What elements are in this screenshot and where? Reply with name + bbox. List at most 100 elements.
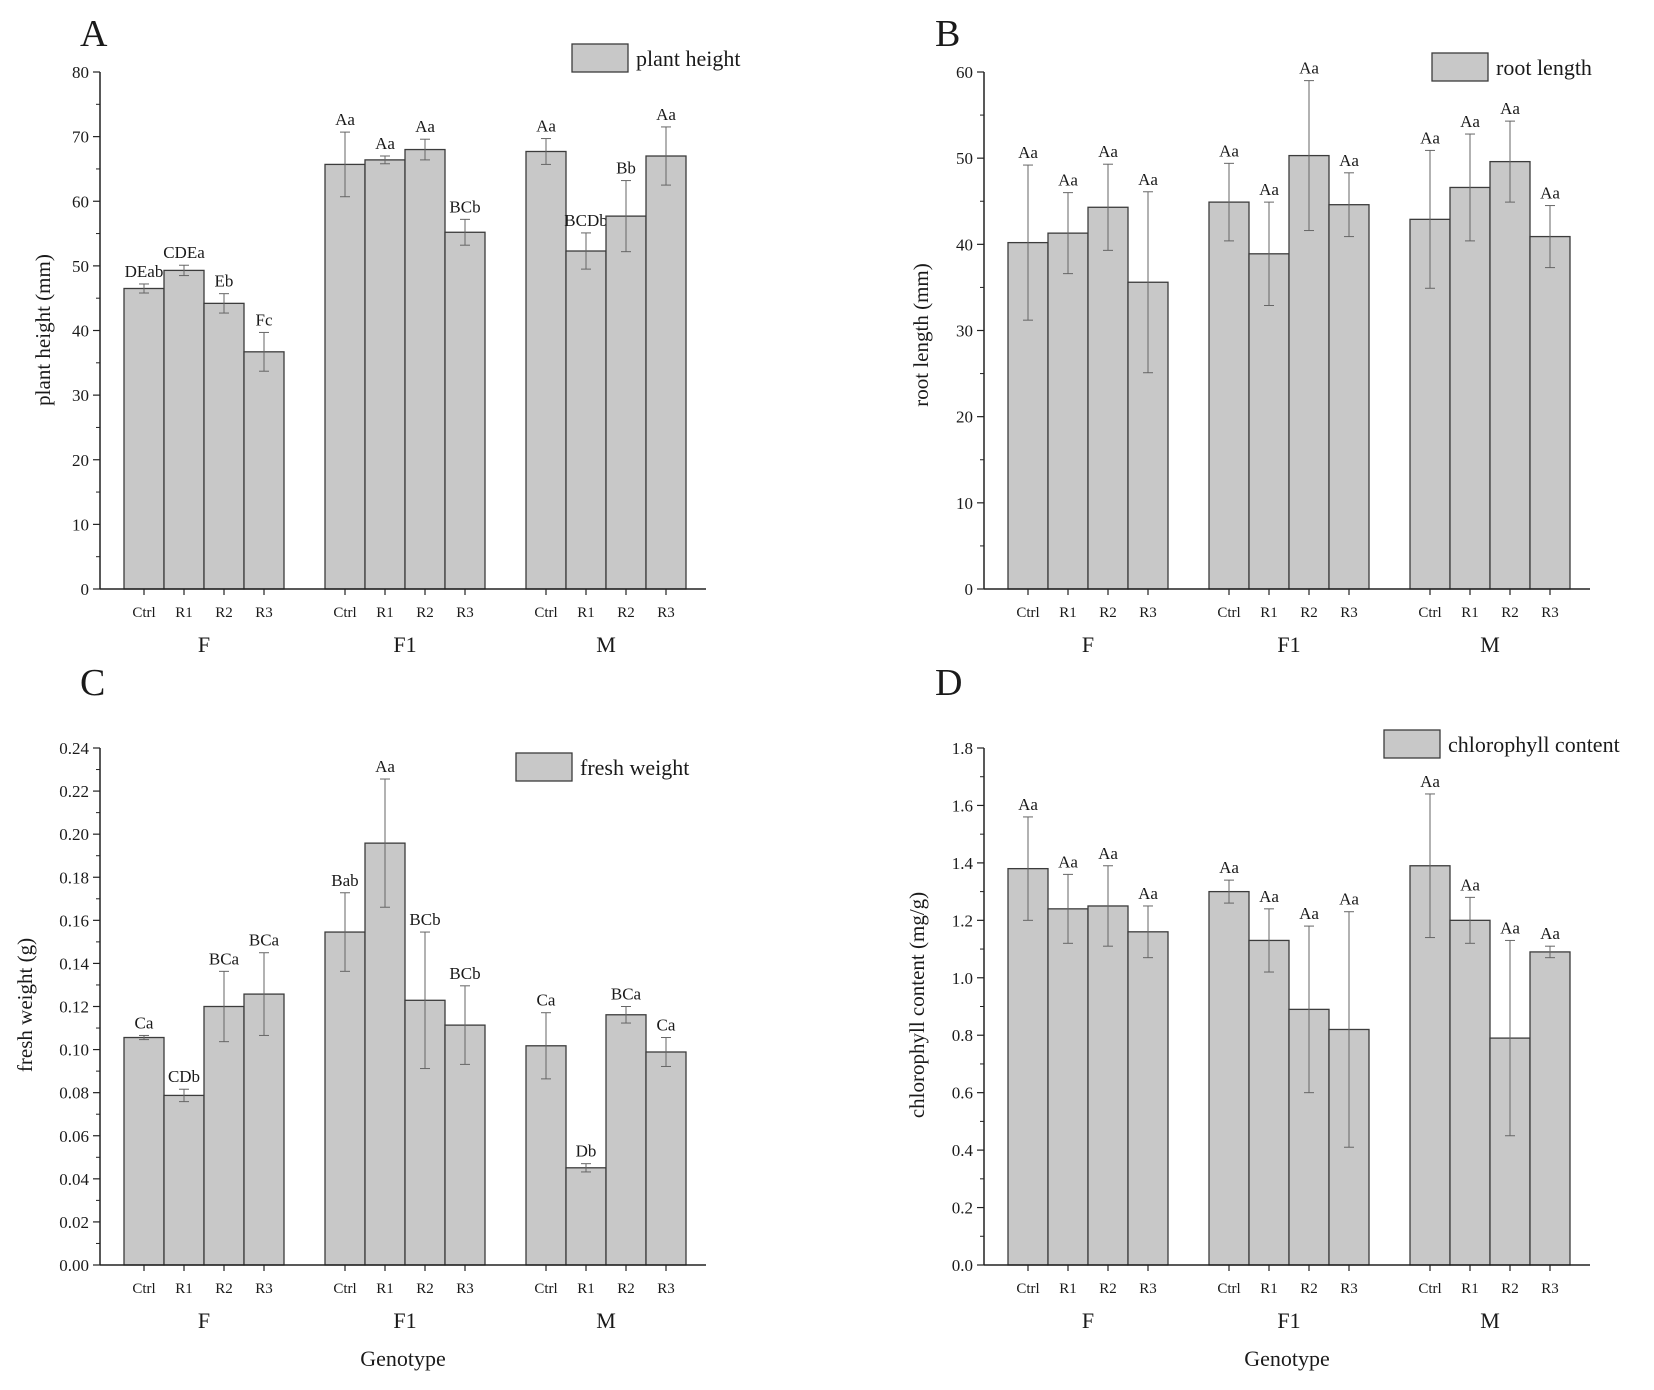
y-tick-label: 0.2	[952, 1199, 973, 1218]
panel-c: C Ca Ctrl CDb R1 BCa R2 BCa R3 F Bab Ctrl Aa R1 BCb R2 B…	[13, 662, 706, 1371]
x-axis-label: Genotype	[360, 1346, 446, 1371]
category-label: R2	[1501, 1281, 1519, 1297]
category-label: Ctrl	[1217, 605, 1240, 621]
y-tick-label: 10	[956, 494, 973, 513]
bar	[645, 155, 687, 590]
category-label: R2	[1099, 605, 1117, 621]
bar	[163, 1094, 205, 1266]
significance-label: BCa	[249, 931, 280, 950]
significance-label: Aa	[1339, 151, 1359, 170]
significance-label: BCa	[209, 949, 240, 968]
significance-label: Aa	[1460, 875, 1480, 894]
category-label: R1	[1461, 1281, 1479, 1297]
y-tick-label: 0.0	[952, 1256, 973, 1275]
category-label: R2	[1300, 1281, 1318, 1297]
category-label: R2	[1099, 1281, 1117, 1297]
significance-label: Aa	[656, 105, 676, 124]
bar	[243, 993, 285, 1266]
significance-label: Db	[576, 1142, 597, 1161]
bar	[1208, 890, 1250, 1266]
significance-label: CDb	[168, 1067, 200, 1086]
significance-label: Aa	[1058, 171, 1078, 190]
significance-label: Aa	[1500, 918, 1520, 937]
y-tick-label: 0.14	[59, 954, 89, 973]
category-label: Ctrl	[1217, 1281, 1240, 1297]
y-tick-label: 0.4	[952, 1141, 974, 1160]
y-tick-label: 1.2	[952, 911, 973, 930]
bar	[243, 351, 285, 590]
panel-letter: B	[935, 13, 960, 55]
y-tick-label: 1.6	[952, 796, 973, 815]
category-label: R3	[456, 1281, 474, 1297]
y-tick-label: 0.22	[59, 782, 89, 801]
significance-label: Aa	[1339, 890, 1359, 909]
bar	[1529, 951, 1571, 1266]
significance-label: BCa	[611, 985, 642, 1004]
y-tick-label: 20	[72, 451, 89, 470]
category-label: R2	[1501, 605, 1519, 621]
category-label: Ctrl	[132, 605, 155, 621]
bar	[1489, 160, 1531, 590]
legend-swatch	[571, 43, 629, 73]
bar	[203, 302, 245, 590]
significance-label: Aa	[1219, 141, 1239, 160]
category-label: R2	[416, 1281, 434, 1297]
y-axis-label: root length (mm)	[909, 263, 933, 406]
legend-label: chlorophyll content	[1448, 732, 1620, 757]
significance-label: BCb	[449, 964, 480, 983]
y-tick-label: 10	[72, 515, 89, 534]
category-label: R3	[1139, 1281, 1157, 1297]
significance-label: Aa	[415, 117, 435, 136]
y-tick-label: 0.04	[59, 1170, 89, 1189]
bar	[123, 1036, 165, 1266]
bar	[1087, 206, 1129, 590]
category-label: R3	[1541, 605, 1559, 621]
category-label: Ctrl	[1016, 605, 1039, 621]
y-tick-label: 20	[956, 408, 973, 427]
y-tick-label: 30	[72, 386, 89, 405]
category-label: R1	[1059, 1281, 1077, 1297]
bar	[605, 215, 647, 590]
category-label: R3	[255, 1281, 273, 1297]
significance-label: Eb	[215, 272, 234, 291]
significance-label: BCb	[449, 197, 480, 216]
bar	[1449, 186, 1491, 590]
bar	[1328, 204, 1370, 590]
significance-label: Ca	[135, 1013, 154, 1032]
y-tick-label: 0.16	[59, 911, 89, 930]
category-label: R2	[617, 1281, 635, 1297]
bar	[1047, 908, 1089, 1266]
category-label: R2	[416, 605, 434, 621]
y-axis-label: fresh weight (g)	[13, 938, 37, 1072]
y-tick-label: 70	[72, 128, 89, 147]
y-tick-label: 40	[956, 235, 973, 254]
y-tick-label: 60	[956, 63, 973, 82]
category-label: R1	[1461, 605, 1479, 621]
y-axis-label: chlorophyll content (mg/g)	[905, 892, 929, 1118]
significance-label: Aa	[1018, 143, 1038, 162]
legend-label: fresh weight	[580, 755, 689, 780]
group-label: F1	[393, 632, 416, 657]
legend-swatch	[1431, 52, 1489, 82]
bar	[364, 159, 406, 590]
group-label: F1	[1277, 1308, 1300, 1333]
bar	[1529, 235, 1571, 590]
category-label: R2	[215, 605, 233, 621]
category-label: R3	[1340, 1281, 1358, 1297]
y-tick-label: 0.10	[59, 1041, 89, 1060]
group-label: F1	[393, 1308, 416, 1333]
bar	[1248, 939, 1290, 1266]
bar	[1007, 867, 1049, 1266]
bar	[163, 269, 205, 590]
significance-label: Aa	[1138, 884, 1158, 903]
significance-label: Aa	[1500, 99, 1520, 118]
y-tick-label: 0.20	[59, 825, 89, 844]
bar	[1208, 201, 1250, 590]
significance-label: Bab	[331, 871, 358, 890]
y-tick-label: 0.12	[59, 998, 89, 1017]
bar	[565, 250, 607, 590]
bar	[565, 1167, 607, 1266]
significance-label: Ca	[657, 1016, 676, 1035]
category-label: R1	[1260, 605, 1278, 621]
category-label: R2	[1300, 605, 1318, 621]
